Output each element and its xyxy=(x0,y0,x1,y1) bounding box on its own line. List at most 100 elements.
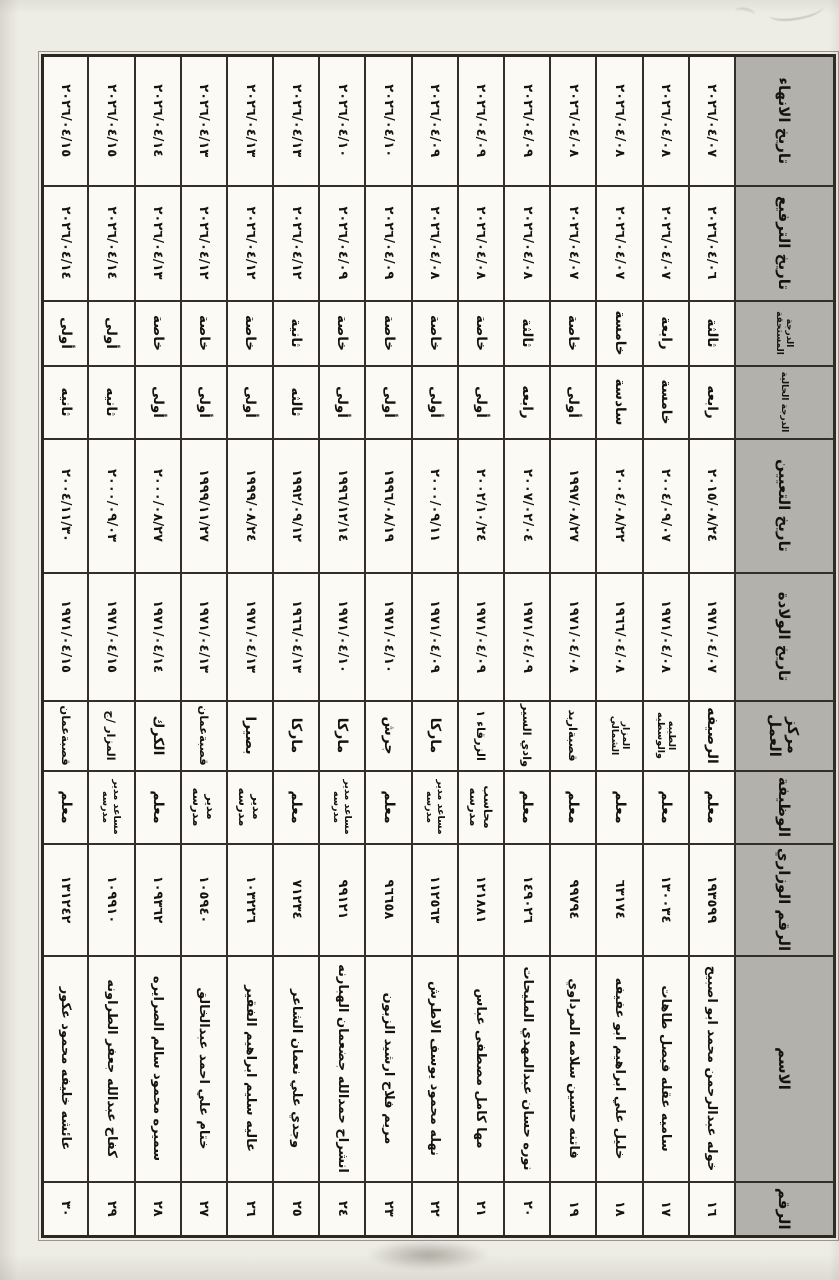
cell-promotion_date: ٢٠٢٦/٠٤/١٣ xyxy=(134,185,181,301)
cell-end_date: ٢٠٢٦/٠٤/٠٧ xyxy=(688,55,735,186)
cell-job: مساعد مدير مدرسه xyxy=(319,770,366,844)
cell-current_grade: أولى xyxy=(180,365,227,439)
cell-name: عاليه سليم ابراهيم الفقير xyxy=(226,955,274,1182)
cell-due_grade: خامسة xyxy=(596,300,643,366)
cell-due_grade: خاصة xyxy=(319,300,366,366)
cell-due_grade: خاصة xyxy=(550,300,597,366)
cell-birth_date: ١٩٧١/٠٤/٠٧ xyxy=(688,572,735,701)
cell-birth_date: ١٩٦٦/٠٤/٠٨ xyxy=(596,572,643,701)
cell-hire_date: ٢٠٠٠/٠٨/٢٧ xyxy=(134,438,181,573)
cell-due_grade: خاصة xyxy=(411,300,458,366)
cell-job: معلم xyxy=(596,770,643,844)
cell-ministry_no: ٦٣١٧٤ xyxy=(596,843,643,956)
cell-end_date: ٢٠٢٦/٠٤/٠٨ xyxy=(550,55,597,186)
table-row: ٢٥ وجدي علي نعمان الشاعر ٧١٢٣٤ معلم ماركا ١٩٦… xyxy=(273,55,320,1237)
cell-name: خليل علي ابراهيم ابو عفيفه xyxy=(596,955,643,1182)
cell-num: ٢٦ xyxy=(226,1181,274,1237)
cell-ministry_no: ١٢١٨٨١ xyxy=(457,843,505,956)
cell-birth_date: ١٩٧١/٠٤/١٠ xyxy=(365,572,412,701)
table-row: ١٧ ساميه عقله فيصل طاهات ١٣٠٠٣٤ معلم الطيبه … xyxy=(642,55,689,1237)
column-header-birth_date: تاريخ الولادة xyxy=(735,572,835,701)
table-row: ٣٠ عائشه خليفه محمود عكور ١٣١٢٤٢ معلم قصبةعم… xyxy=(42,55,89,1237)
cell-due_grade: ثانية xyxy=(273,300,320,366)
cell-center: الزرقاء ١ xyxy=(457,700,505,771)
cell-end_date: ٢٠٢٦/٠٤/١٣ xyxy=(180,55,227,186)
cell-hire_date: ٢٠٠٢/١٠/٢٤ xyxy=(457,438,505,573)
cell-ministry_no: ١٩٣٥٩٩ xyxy=(688,843,735,956)
cell-name: عائشه خليفه محمود عكور xyxy=(42,955,89,1182)
cell-center: ماركا xyxy=(273,700,320,771)
cell-num: ٢٨ xyxy=(134,1181,181,1237)
cell-birth_date: ١٩٧١/٠٤/٠٩ xyxy=(504,572,551,701)
cell-ministry_no: ١٠٩٣٦٢ xyxy=(134,843,181,956)
cell-current_grade: خامسة xyxy=(642,365,689,439)
cell-due_grade: أولى xyxy=(88,300,135,366)
cell-promotion_date: ٢٠٢٦/٠٤/٠٧ xyxy=(596,185,643,301)
cell-num: ٢١ xyxy=(457,1181,505,1237)
table-body: ١٦ خوله عبدالرحمن محمد ابو اصبيح ١٩٣٥٩٩ معل… xyxy=(42,55,735,1237)
cell-job: معلم xyxy=(550,770,597,844)
table-header: الرقم الاسم الرقم الوزاري الوظيفة مركز العمل… xyxy=(735,55,835,1237)
column-header-center: مركز العمل xyxy=(735,700,835,771)
cell-current_grade: أولى xyxy=(134,365,181,439)
cell-name: ختام علي احمد عبدالخالق xyxy=(180,955,227,1182)
cell-num: ٢٣ xyxy=(365,1181,412,1237)
cell-due_grade: ثالثة xyxy=(688,300,735,366)
cell-job: معلم xyxy=(504,770,551,844)
cell-hire_date: ١٩٩٩/١١/٢٧ xyxy=(180,438,227,573)
cell-hire_date: ٢٠٠٤/١١/٣٠ xyxy=(42,438,89,573)
cell-num: ٢٧ xyxy=(180,1181,227,1237)
cell-ministry_no: ١٠٩٩١٠ xyxy=(88,843,135,956)
cell-job: معلم xyxy=(42,770,89,844)
cell-promotion_date: ٢٠٢٦/٠٤/٠٦ xyxy=(688,185,735,301)
cell-name: نوره حسان عبدالمهدي المليحات xyxy=(504,955,551,1182)
cell-center: وادي السير xyxy=(504,700,551,771)
cell-center: المزار الشمالي xyxy=(596,700,643,771)
cell-hire_date: ٢٠٠٠/٠٩/٠٣ xyxy=(88,438,135,573)
cell-name: خوله عبدالرحمن محمد ابو اصبيح xyxy=(688,955,735,1182)
header-row: الرقم الاسم الرقم الوزاري الوظيفة مركز العمل… xyxy=(735,55,835,1237)
personnel-table: الرقم الاسم الرقم الوزاري الوظيفة مركز العمل… xyxy=(38,49,839,1243)
rotated-table-wrapper: الرقم الاسم الرقم الوزاري الوظيفة مركز العمل… xyxy=(38,49,839,1243)
cell-promotion_date: ٢٠٢٦/٠٤/٠٧ xyxy=(550,185,597,301)
cell-current_grade: أولى xyxy=(319,365,366,439)
cell-current_grade: ثانيه xyxy=(42,365,89,439)
cell-promotion_date: ٢٠٢٦/٠٤/١٢ xyxy=(180,185,227,301)
cell-hire_date: ٢٠٠٤/٠٨/٢٢ xyxy=(596,438,643,573)
table-row: ٢٤ انشراح حمدالله جضعمان الهبارنه ٩٩١٢١ مسا… xyxy=(319,55,366,1237)
cell-center: الطيبه والوسطيه xyxy=(642,700,689,771)
cell-job: مساعد مدير مدرسه xyxy=(411,770,458,844)
cell-num: ٣٠ xyxy=(42,1181,89,1237)
column-header-name: الاسم xyxy=(735,955,835,1182)
cell-name: وجدي علي نعمان الشاعر xyxy=(273,955,320,1182)
cell-name: انشراح حمدالله جضعمان الهبارنه xyxy=(319,955,366,1182)
cell-hire_date: ١٩٩٧/٠٨/٢٧ xyxy=(550,438,597,573)
cell-num: ٢٠ xyxy=(504,1181,551,1237)
column-header-hire_date: تاريخ التعيين xyxy=(735,438,835,573)
cell-due_grade: خاصة xyxy=(134,300,181,366)
cell-current_grade: رابعه xyxy=(688,365,735,439)
cell-ministry_no: ١١٢٥٦٣ xyxy=(411,843,458,956)
table-row: ٢٠ نوره حسان عبدالمهدي المليحات ١٤٩٠٢٦ معلم… xyxy=(504,55,551,1237)
cell-name: نهله محمود يوسف الاطرش xyxy=(411,955,458,1182)
cell-due_grade: خاصة xyxy=(226,300,274,366)
table-row: ٢١ مها كامل مصطفى عباس ١٢١٨٨١ محاسب مدرسه ال… xyxy=(457,55,505,1237)
cell-birth_date: ١٩٧١/٠٤/١٥ xyxy=(88,572,135,701)
cell-due_grade: خاصة xyxy=(180,300,227,366)
cell-promotion_date: ٢٠٢٦/٠٤/٠٨ xyxy=(504,185,551,301)
cell-job: مساعد مدير مدرسه xyxy=(88,770,135,844)
cell-end_date: ٢٠٢٦/٠٤/٠٩ xyxy=(457,55,505,186)
cell-hire_date: ١٩٩٦/٠٨/١٩ xyxy=(365,438,412,573)
column-header-num: الرقم xyxy=(735,1181,835,1237)
column-header-ministry_no: الرقم الوزاري xyxy=(735,843,835,956)
table-row: ١٨ خليل علي ابراهيم ابو عفيفه ٦٣١٧٤ معلم الم… xyxy=(596,55,643,1237)
cell-end_date: ٢٠٢٦/٠٤/٠٨ xyxy=(596,55,643,186)
cell-birth_date: ١٩٧١/٠٤/٠٨ xyxy=(642,572,689,701)
table-row: ٢٣ مريم فلاح ارشيد الزبون ٩٦٦٥٨ معلم جرش ١٩٧١… xyxy=(365,55,412,1237)
cell-birth_date: ١٩٧١/٠٤/١٥ xyxy=(42,572,89,701)
cell-hire_date: ١٩٩٢/٠٩/١٢ xyxy=(273,438,320,573)
cell-job: محاسب مدرسه xyxy=(457,770,505,844)
cell-due_grade: خاصة xyxy=(365,300,412,366)
column-header-end_date: تاريخ الانهاء xyxy=(735,55,835,186)
cell-job: مدير مدرسه xyxy=(180,770,227,844)
